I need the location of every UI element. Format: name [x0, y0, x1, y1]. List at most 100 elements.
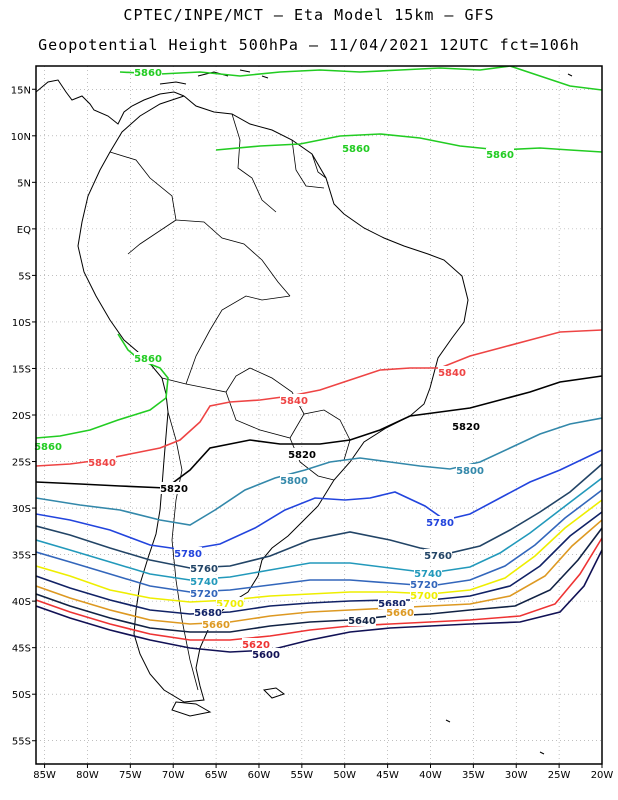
lon-label: 25W [548, 770, 571, 781]
lon-label: 70W [162, 770, 185, 781]
contour-label-bg [194, 606, 222, 618]
lat-label: 45S [12, 644, 31, 655]
lat-label: 15N [11, 85, 31, 96]
south-atlantic-islands [445, 719, 545, 755]
contour-5860 [36, 333, 169, 439]
contour-label-5860: 5860 [134, 354, 162, 365]
contour-label-bg [288, 448, 316, 460]
contour-label-5780: 5780 [426, 518, 454, 529]
contour-label-bg [426, 516, 454, 528]
lon-label: 80W [76, 770, 99, 781]
lon-label: 45W [376, 770, 399, 781]
lat-label: 20S [12, 411, 31, 422]
lon-label: 85W [33, 770, 56, 781]
contour-label-5760: 5760 [424, 551, 452, 562]
contour-5680 [36, 511, 602, 615]
contour-label-5600: 5600 [252, 650, 280, 661]
lat-label: 25S [12, 458, 31, 469]
contour-label-5720: 5720 [410, 580, 438, 591]
contour-label-5720: 5720 [190, 589, 218, 600]
tierra-del-fuego [171, 701, 212, 717]
map-title-line-1: CPTEC/INPE/MCT – Eta Model 15km – GFS [123, 6, 495, 24]
contour-5760 [36, 463, 602, 569]
contour-label-bg [342, 142, 370, 154]
contour-label-bg [160, 482, 188, 494]
contour-label-5680: 5680 [378, 599, 406, 610]
contour-label-5840: 5840 [438, 368, 466, 379]
contour-5800 [36, 417, 602, 526]
contour-5860 [119, 66, 511, 77]
contour-5820 [36, 375, 602, 489]
lon-label: 75W [119, 770, 142, 781]
contour-label-5700: 5700 [216, 599, 244, 610]
lat-label: 5N [17, 178, 31, 189]
central-america-coast [36, 79, 185, 125]
lat-label: 55S [12, 737, 31, 748]
contour-label-5820: 5820 [160, 484, 188, 495]
contour-labels: 5860 5860 5860 5860 5860 5840 5840 5840 5820 5820… [34, 66, 514, 661]
caribbean-islands [159, 69, 573, 85]
contour-label-bg [88, 456, 116, 468]
contour-label-bg [438, 366, 466, 378]
contour-label-5660: 5660 [386, 608, 414, 619]
contour-label-5860: 5860 [486, 150, 514, 161]
contour-label-5840: 5840 [88, 458, 116, 469]
contour-5860 [509, 66, 602, 91]
contour-5620 [36, 537, 602, 641]
lon-label: 65W [205, 770, 228, 781]
contour-label-bg [252, 648, 280, 660]
lon-label: 50W [333, 770, 356, 781]
contour-label-bg [486, 148, 514, 160]
contour-label-5680: 5680 [194, 608, 222, 619]
lon-label: 60W [248, 770, 271, 781]
contour-5840 [36, 329, 602, 467]
height-contours [36, 66, 602, 653]
contour-label-bg [202, 618, 230, 630]
contour-label-5620: 5620 [242, 640, 270, 651]
contour-label-5800: 5800 [456, 466, 484, 477]
contour-5780 [36, 449, 602, 551]
contour-label-bg [216, 597, 244, 609]
lat-label: 50S [12, 690, 31, 701]
contour-label-bg [134, 66, 162, 78]
contour-label-5740: 5740 [190, 577, 218, 588]
lon-label: 35W [462, 770, 485, 781]
contour-5600 [36, 549, 602, 653]
lon-label: 30W [505, 770, 528, 781]
lon-label: 40W [419, 770, 442, 781]
axis-labels: 15N 10N 5N EQ 5S 10S 15S 20S 25S 30S 35S 40S 45S 50S 5… [11, 85, 614, 781]
contour-5700 [36, 499, 602, 603]
contour-5740 [36, 477, 602, 581]
contour-label-bg [386, 606, 414, 618]
lat-label: 10N [11, 132, 31, 143]
lat-label: 15S [12, 364, 31, 375]
map-frame [35, 65, 603, 765]
lon-label: 20W [591, 770, 614, 781]
contour-5640 [36, 527, 602, 633]
contour-label-5700: 5700 [410, 591, 438, 602]
contour-label-5800: 5800 [280, 476, 308, 487]
contour-label-5820: 5820 [452, 422, 480, 433]
grid-lines [36, 66, 603, 764]
contour-label-bg [280, 394, 308, 406]
contour-label-5660: 5660 [202, 620, 230, 631]
contour-label-bg [174, 547, 202, 559]
contour-label-5760: 5760 [190, 564, 218, 575]
contour-label-5860: 5860 [134, 68, 162, 79]
lat-label: 35S [12, 551, 31, 562]
lat-label: 40S [12, 597, 31, 608]
lat-label: 30S [12, 504, 31, 515]
contour-label-5820: 5820 [288, 450, 316, 461]
contour-label-bg [348, 614, 376, 626]
contour-label-bg [414, 567, 442, 579]
contour-5660 [36, 519, 602, 625]
contour-label-5860: 5860 [34, 442, 62, 453]
contour-label-5860: 5860 [342, 144, 370, 155]
contour-label-bg [452, 420, 480, 432]
contour-label-bg [424, 549, 452, 561]
contour-label-5740: 5740 [414, 569, 442, 580]
contour-label-bg [134, 352, 162, 364]
lat-label: EQ [17, 225, 31, 236]
contour-label-bg [410, 578, 438, 590]
